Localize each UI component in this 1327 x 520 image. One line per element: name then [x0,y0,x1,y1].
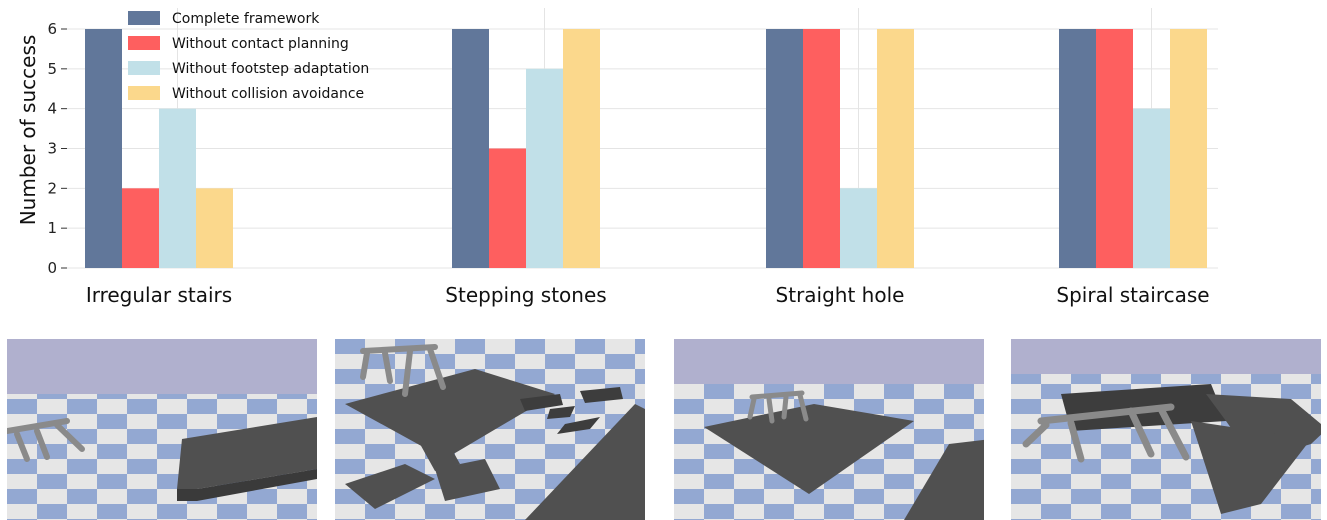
category-labels: Irregular stairs Stepping stones Straight … [86,283,1210,307]
robot-icon [7,418,85,462]
legend-label: Complete framework [172,11,320,27]
scene-irregular-stairs [7,339,317,520]
bar [489,148,526,268]
y-tick-label: 0 [47,259,57,277]
bar [803,29,840,268]
category-label: Irregular stairs [86,283,232,307]
bar [85,29,122,268]
legend-swatch [128,11,160,25]
bar [1170,29,1207,268]
legend-swatch [128,86,160,100]
bar [1059,29,1096,268]
y-tick-label: 6 [47,20,57,38]
sky [1011,339,1321,379]
stone-slab [345,369,555,459]
y-tick-label: 5 [47,60,57,78]
bar [840,188,877,268]
bar [526,68,563,268]
bar [122,188,159,268]
bar [159,108,196,269]
bar [1096,29,1133,268]
scene-stepping-stones [335,339,645,520]
category-label: Stepping stones [445,283,606,307]
bar [1133,108,1170,269]
y-axis: 0 1 2 3 4 5 6 [47,20,67,277]
robot-icon [1022,403,1190,463]
sky [7,339,317,399]
scene-straight-hole [674,339,984,520]
bar [452,29,489,268]
hole-edge-slab [704,404,914,494]
bars [85,29,1207,269]
legend-swatch [128,61,160,75]
y-tick-label: 2 [47,179,57,197]
category-label: Spiral staircase [1056,283,1209,307]
y-axis-label: Number of success [16,35,40,226]
bar [766,29,803,268]
bar [196,188,233,268]
y-tick-label: 1 [47,219,57,237]
robot-icon [747,390,809,424]
y-tick-label: 3 [47,140,57,158]
category-label: Straight hole [776,283,905,307]
bar [563,29,600,268]
y-tick-label: 4 [47,100,57,118]
stair-block [177,417,317,489]
robot-icon [360,344,446,397]
legend-swatch [128,36,160,50]
legend-label: Without contact planning [172,36,349,52]
bar [877,29,914,268]
legend-label: Without footstep adaptation [172,61,369,77]
grid-lines [67,8,1218,269]
legend-label: Without collision avoidance [172,86,364,102]
scene-spiral-staircase [1011,339,1321,520]
success-bar-chart: 0 1 2 3 4 5 6 Irregular stairs Stepping stones S… [16,8,1218,307]
legend: Complete framework Without contact planni… [128,11,369,102]
sky [674,339,984,389]
